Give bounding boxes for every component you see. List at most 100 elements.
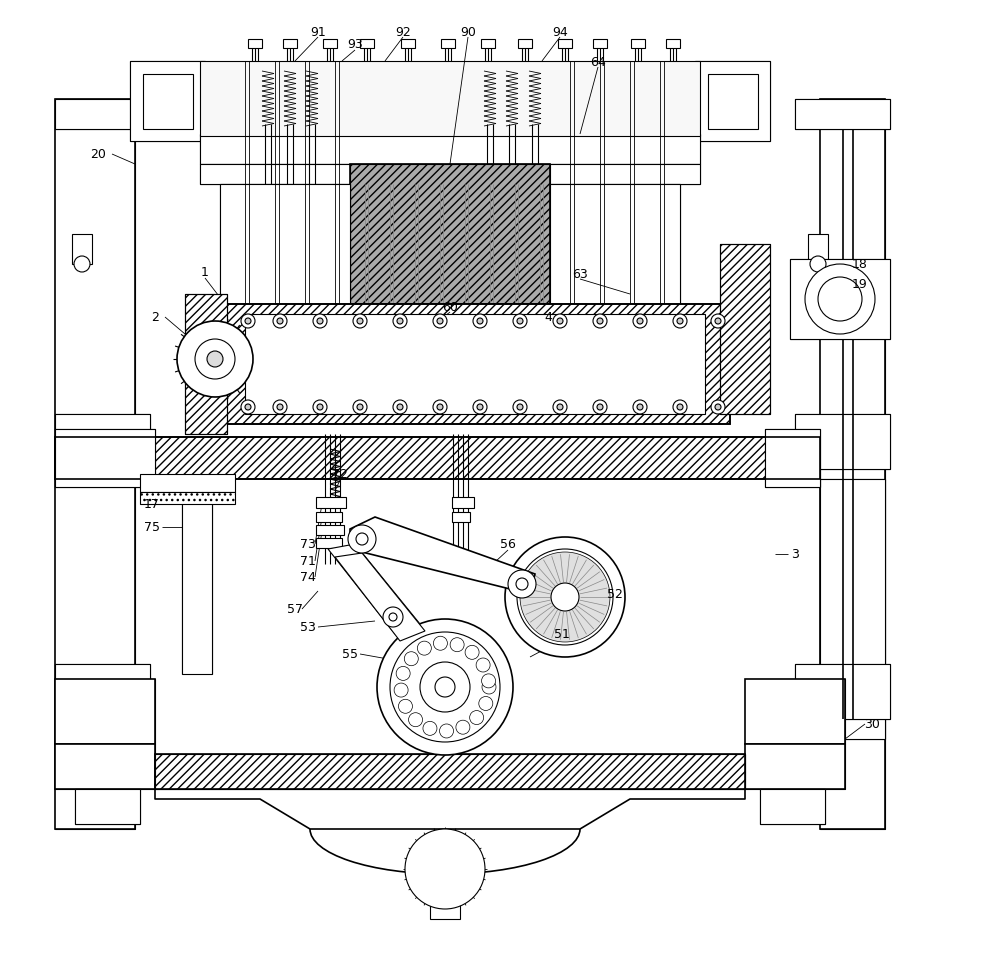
Bar xyxy=(155,754,745,789)
Circle shape xyxy=(450,639,464,652)
Circle shape xyxy=(551,583,579,612)
Bar xyxy=(220,185,350,305)
Circle shape xyxy=(74,256,90,273)
Bar xyxy=(55,100,135,829)
Text: 63: 63 xyxy=(572,268,588,281)
Circle shape xyxy=(517,405,523,411)
Bar xyxy=(808,234,828,265)
Circle shape xyxy=(476,659,490,672)
Bar xyxy=(790,260,890,339)
Circle shape xyxy=(405,829,485,909)
Circle shape xyxy=(277,318,283,325)
Circle shape xyxy=(437,318,443,325)
Bar xyxy=(745,744,845,789)
Bar xyxy=(55,744,155,789)
Polygon shape xyxy=(335,554,425,641)
Circle shape xyxy=(313,400,327,415)
Bar xyxy=(518,40,532,49)
Circle shape xyxy=(516,578,528,590)
Circle shape xyxy=(353,314,367,329)
Bar xyxy=(140,493,235,504)
Bar xyxy=(350,165,550,305)
Bar xyxy=(75,789,140,824)
Circle shape xyxy=(353,400,367,415)
Bar xyxy=(795,100,890,130)
Circle shape xyxy=(409,713,423,727)
Circle shape xyxy=(177,322,253,397)
Circle shape xyxy=(317,318,323,325)
Circle shape xyxy=(637,318,643,325)
Circle shape xyxy=(241,314,255,329)
Text: 93: 93 xyxy=(347,38,363,51)
Circle shape xyxy=(593,400,607,415)
Circle shape xyxy=(394,683,408,698)
Circle shape xyxy=(517,550,613,645)
Bar xyxy=(795,664,890,720)
Bar xyxy=(316,513,342,522)
Circle shape xyxy=(593,314,607,329)
Text: 53: 53 xyxy=(300,620,316,634)
Text: 56: 56 xyxy=(500,537,516,551)
Circle shape xyxy=(711,314,725,329)
Bar xyxy=(130,62,205,142)
Circle shape xyxy=(673,400,687,415)
Circle shape xyxy=(470,711,484,725)
Circle shape xyxy=(417,641,431,656)
Text: 2: 2 xyxy=(151,312,159,324)
Bar xyxy=(720,245,770,415)
Circle shape xyxy=(393,400,407,415)
Text: 73: 73 xyxy=(300,537,316,551)
Bar xyxy=(200,165,700,185)
Bar xyxy=(593,40,607,49)
Circle shape xyxy=(313,314,327,329)
Circle shape xyxy=(357,405,363,411)
Bar xyxy=(316,525,344,536)
Bar xyxy=(130,62,205,142)
Bar xyxy=(745,679,845,744)
Circle shape xyxy=(553,314,567,329)
Bar xyxy=(795,415,890,470)
Circle shape xyxy=(456,720,470,735)
Bar xyxy=(55,679,155,744)
Circle shape xyxy=(398,700,412,714)
Bar xyxy=(200,135,700,165)
Bar xyxy=(401,40,415,49)
Bar xyxy=(760,789,825,824)
Circle shape xyxy=(195,339,235,379)
Bar xyxy=(441,40,455,49)
Text: 57: 57 xyxy=(287,603,303,616)
Bar xyxy=(795,100,890,130)
Bar xyxy=(745,744,845,789)
Circle shape xyxy=(245,318,251,325)
Circle shape xyxy=(473,314,487,329)
Bar xyxy=(220,305,730,424)
Bar xyxy=(55,415,150,470)
Bar xyxy=(55,100,150,130)
Bar xyxy=(765,430,820,488)
Circle shape xyxy=(597,405,603,411)
Circle shape xyxy=(397,318,403,325)
Bar xyxy=(550,185,680,305)
Text: 4: 4 xyxy=(544,312,552,324)
Text: 20: 20 xyxy=(90,149,106,161)
Circle shape xyxy=(473,400,487,415)
Bar xyxy=(820,100,885,829)
Circle shape xyxy=(465,645,479,659)
Bar xyxy=(820,100,885,829)
Bar xyxy=(795,415,890,470)
Bar xyxy=(745,679,845,744)
Circle shape xyxy=(711,400,725,415)
Bar xyxy=(220,305,730,424)
Text: 19: 19 xyxy=(852,278,868,292)
Circle shape xyxy=(520,553,610,642)
Circle shape xyxy=(356,534,368,545)
Bar xyxy=(765,430,820,488)
Bar xyxy=(708,75,758,130)
Circle shape xyxy=(477,405,483,411)
Bar xyxy=(360,40,374,49)
Circle shape xyxy=(437,405,443,411)
Bar xyxy=(245,314,705,415)
Circle shape xyxy=(673,314,687,329)
Bar xyxy=(185,294,227,435)
Circle shape xyxy=(383,607,403,627)
